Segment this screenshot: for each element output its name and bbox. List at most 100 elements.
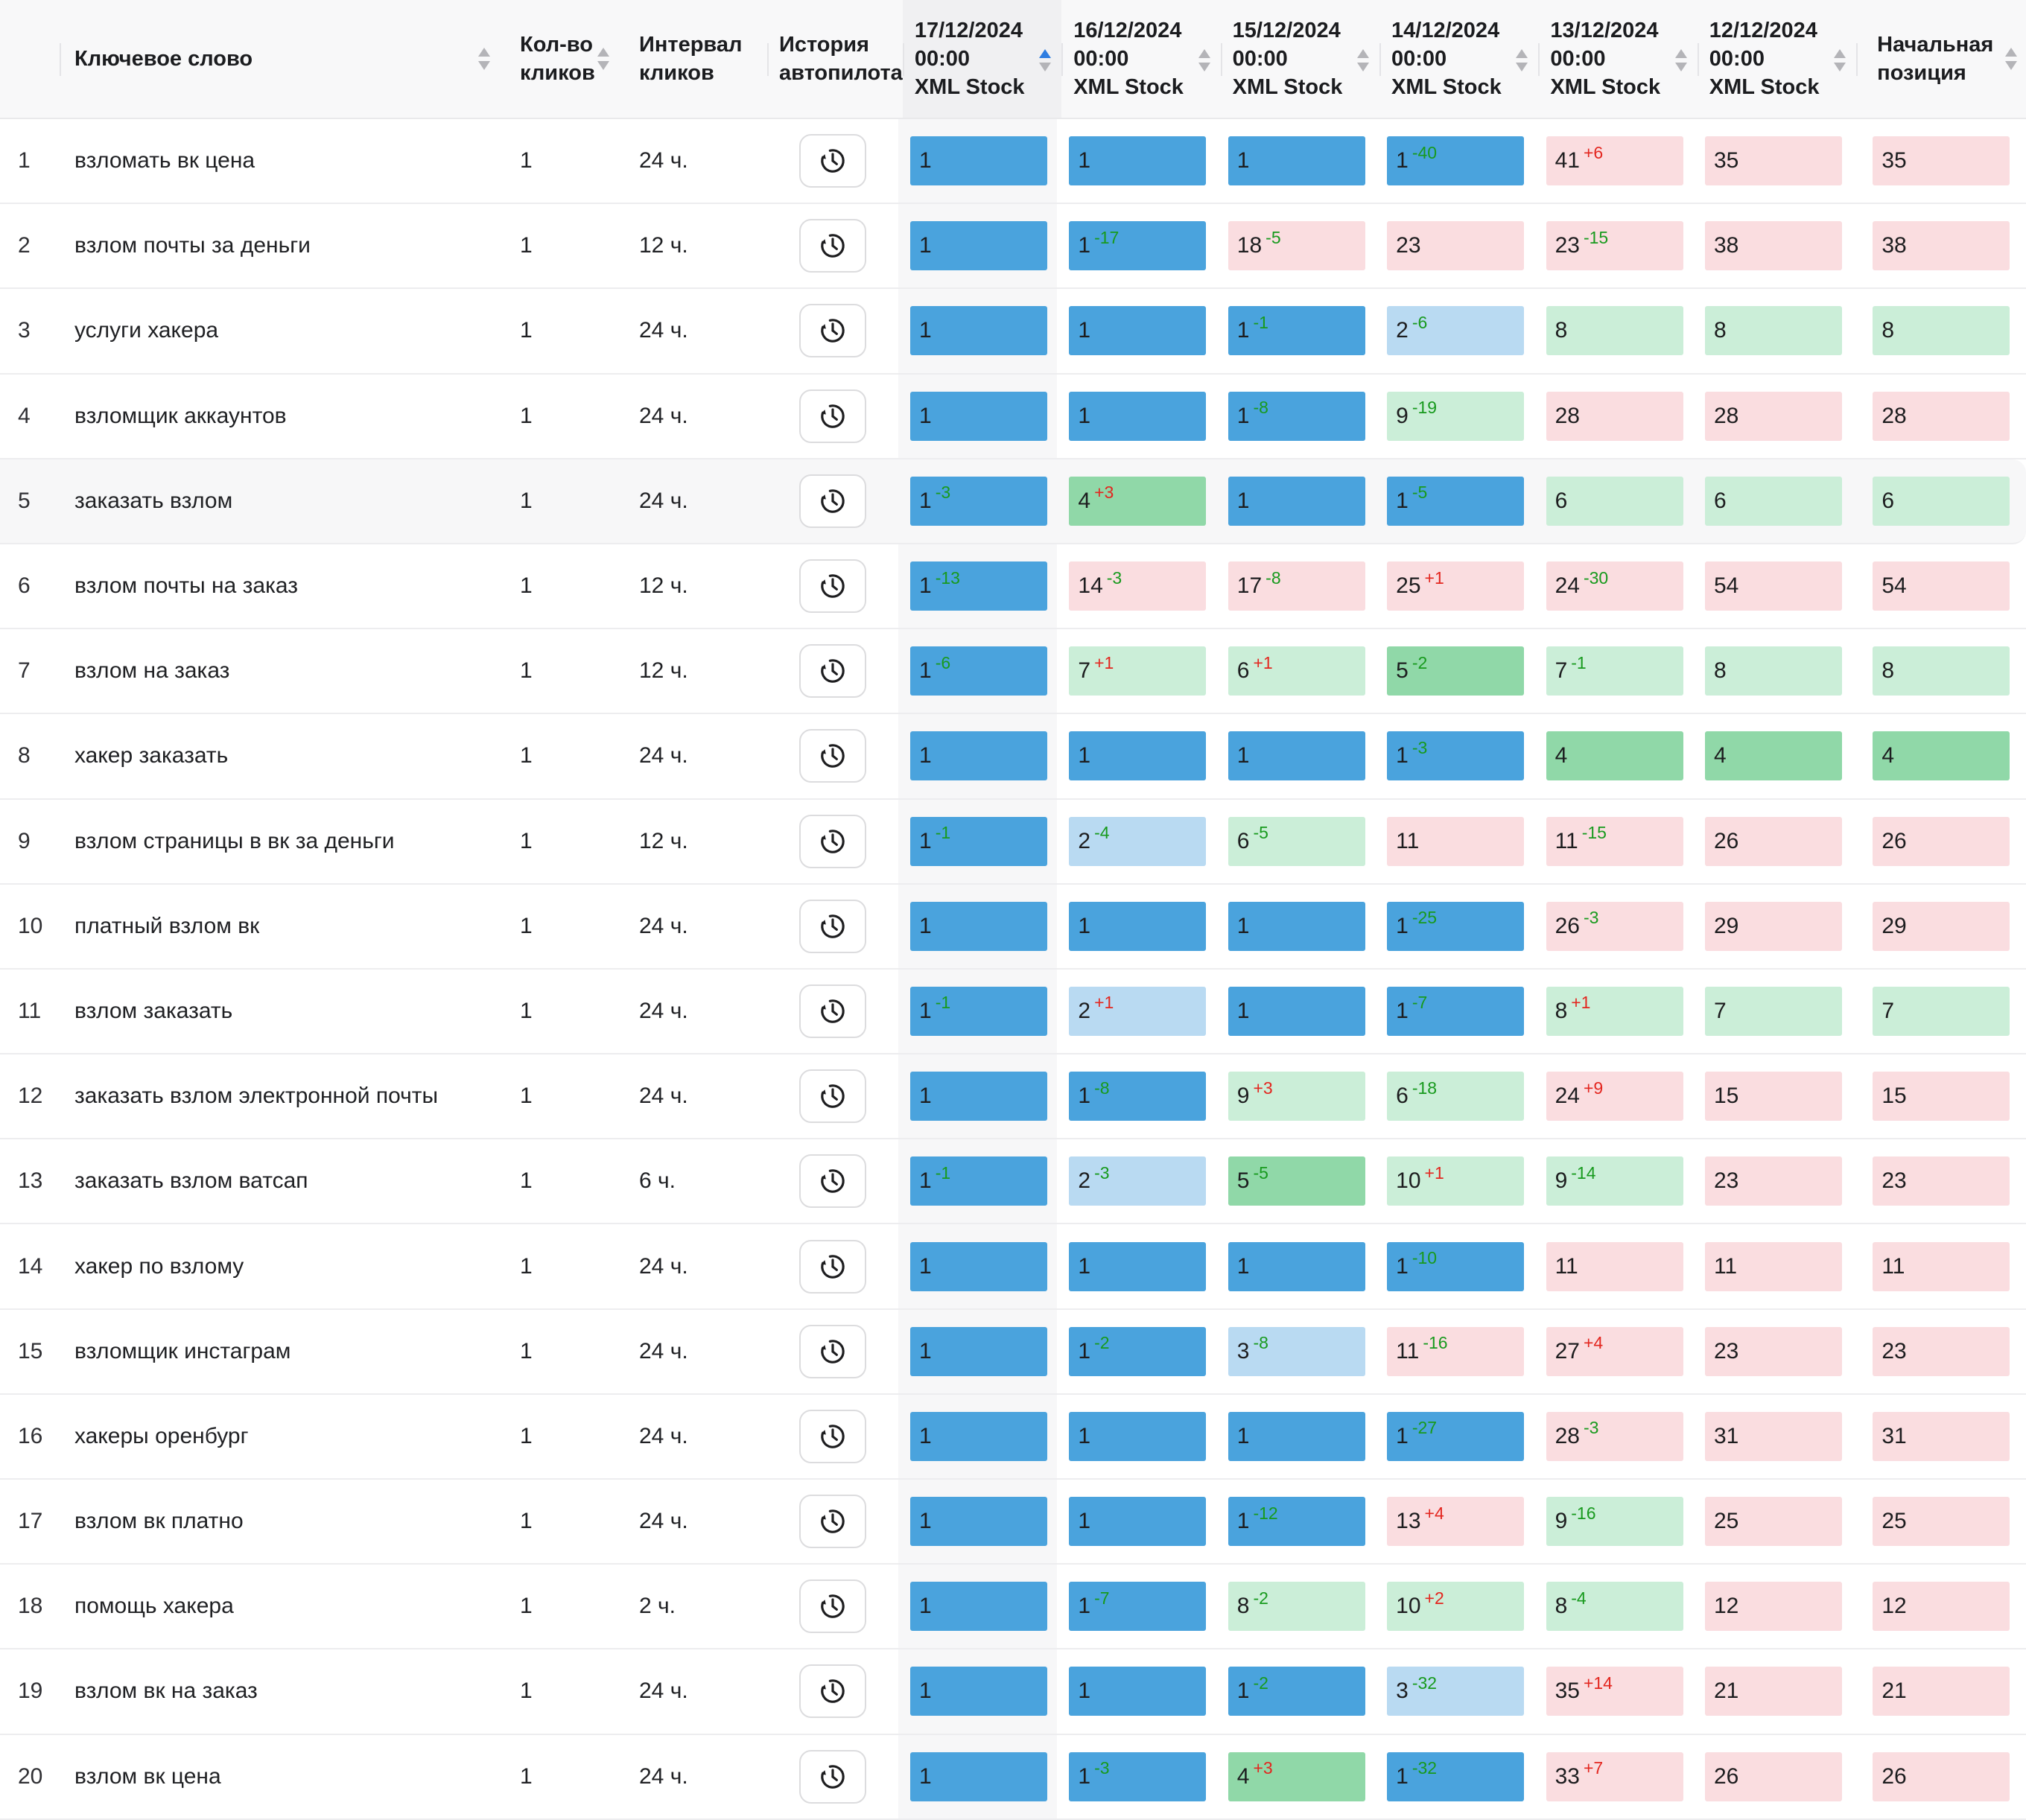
autopilot-history-button[interactable]: [799, 1664, 866, 1719]
clock-history-icon: [821, 829, 845, 853]
position-bar: 1 -3: [1387, 731, 1525, 781]
autopilot-history-button[interactable]: [799, 1154, 866, 1209]
table-row[interactable]: 14 хакер по взлому 1 24 ч. 1 1 1 1 -10 11 11 11: [0, 1224, 2026, 1310]
header-date-column[interactable]: 15/12/2024 00:00 XML Stock: [1220, 0, 1379, 118]
clock-history-icon: [821, 149, 845, 173]
clicks-cell: 1: [520, 828, 533, 853]
keyword-cell: взлом заказать: [74, 998, 233, 1023]
position-value: 1: [1236, 148, 1250, 174]
position-value: 8: [1555, 998, 1568, 1023]
sort-icon[interactable]: [1674, 49, 1687, 71]
clicks-cell: 1: [520, 1253, 533, 1279]
table-row[interactable]: 13 заказать взлом ватсап 1 6 ч. 1 -1 2 -3 5 -5 10 +…: [0, 1139, 2026, 1225]
position-bar: 8 -2: [1228, 1582, 1365, 1632]
table-row[interactable]: 11 взлом заказать 1 24 ч. 1 -1 2 +1 1 1 -7 8 +1 7 7: [0, 969, 2026, 1055]
autopilot-history-button[interactable]: [799, 729, 866, 783]
position-value: 54: [1881, 573, 1907, 599]
sort-icon[interactable]: [1357, 49, 1369, 71]
position-cell: 26: [1852, 800, 2026, 883]
table-row[interactable]: 4 взломщик аккаунтов 1 24 ч. 1 1 1 -8 9 -19 28 28 28: [0, 374, 2026, 459]
position-bar: 28: [1704, 391, 1842, 441]
position-value: 8: [1236, 1594, 1250, 1619]
table-row[interactable]: 18 помощь хакера 1 2 ч. 1 1 -7 8 -2 10 +2 8 -4 12 12: [0, 1565, 2026, 1650]
position-bar: 21: [1873, 1667, 2010, 1716]
position-value: 1: [1236, 488, 1250, 513]
table-row[interactable]: 16 хакеры оренбург 1 24 ч. 1 1 1 1 -27 28 -3 31 31: [0, 1394, 2026, 1480]
sort-icon[interactable]: [1834, 49, 1846, 71]
table-row[interactable]: 10 платный взлом вк 1 24 ч. 1 1 1 1 -25 26 -3 29 29: [0, 884, 2026, 970]
position-bar: 29: [1704, 901, 1842, 951]
header-initial-position-column[interactable]: Начальная позиция: [1856, 0, 2026, 118]
header-date-column[interactable]: 17/12/2024 00:00 XML Stock: [902, 0, 1062, 118]
position-bar: 2 +1: [1069, 986, 1207, 1036]
autopilot-history-button[interactable]: [799, 134, 866, 188]
sort-icon[interactable]: [1198, 49, 1210, 71]
keyword-cell: помощь хакера: [74, 1594, 234, 1619]
table-row[interactable]: 6 взлом почты на заказ 1 12 ч. 1 -13 14 -3 17 -8 2…: [0, 544, 2026, 630]
position-delta: +1: [1424, 1162, 1444, 1183]
position-cell: 8: [1693, 289, 1852, 372]
sort-icon[interactable]: [1516, 49, 1528, 71]
autopilot-history-button[interactable]: [799, 1409, 866, 1463]
table-row[interactable]: 5 заказать взлом 1 24 ч. 1 -3 4 +3 1 1 -5 6 6 6: [0, 459, 2026, 544]
sort-icon[interactable]: [2005, 48, 2017, 70]
autopilot-history-button[interactable]: [799, 899, 866, 953]
table-row[interactable]: 7 взлом на заказ 1 12 ч. 1 -6 7 +1 6 +1 5 -2 7 -1 8 8: [0, 629, 2026, 715]
position-delta: -15: [1583, 227, 1609, 247]
autopilot-history-button[interactable]: [799, 1239, 866, 1294]
autopilot-history-button[interactable]: [799, 1495, 866, 1549]
sort-icon[interactable]: [1039, 49, 1052, 71]
header-keyword-column[interactable]: Ключевое слово: [60, 0, 499, 118]
autopilot-history-button[interactable]: [799, 814, 866, 868]
header-date-column[interactable]: 13/12/2024 00:00 XML Stock: [1538, 0, 1697, 118]
autopilot-history-button[interactable]: [799, 1579, 866, 1634]
position-delta: +1: [1094, 652, 1114, 672]
position-cell: 1 -8: [1216, 375, 1375, 458]
table-row[interactable]: 1 взломать вк цена 1 24 ч. 1 1 1 1 -40 41 +6 35 35: [0, 119, 2026, 205]
position-bar: 7: [1873, 986, 2010, 1036]
position-cell: 18 -5: [1216, 204, 1375, 287]
position-bar: 5 -2: [1387, 646, 1525, 696]
autopilot-history-button[interactable]: [799, 559, 866, 614]
position-value: 2: [1396, 318, 1409, 343]
position-delta: -27: [1411, 1418, 1438, 1438]
position-delta: +1: [1571, 993, 1591, 1013]
autopilot-history-button[interactable]: [799, 644, 866, 699]
position-cell: 28 -3: [1534, 1395, 1693, 1478]
header-clicks-column[interactable]: Кол-во кликов: [499, 0, 618, 118]
header-date-column[interactable]: 14/12/2024 00:00 XML Stock: [1379, 0, 1538, 118]
sort-icon[interactable]: [478, 48, 490, 70]
position-bar: 23: [1704, 1156, 1842, 1206]
table-row[interactable]: 3 услуги хакера 1 24 ч. 1 1 1 -1 2 -6 8 8 8: [0, 289, 2026, 375]
source-label: XML Stock: [914, 75, 1025, 99]
position-bar: 12: [1873, 1582, 2010, 1632]
autopilot-history-button[interactable]: [799, 1069, 866, 1124]
header-date-column[interactable]: 12/12/2024 00:00 XML Stock: [1697, 0, 1856, 118]
autopilot-history-button[interactable]: [799, 1749, 866, 1804]
position-value: 35: [1555, 1679, 1580, 1704]
table-row[interactable]: 12 заказать взлом электронной почты 1 24 ч.…: [0, 1054, 2026, 1140]
autopilot-history-button[interactable]: [799, 1324, 866, 1378]
autopilot-history-button[interactable]: [799, 219, 866, 273]
table-row[interactable]: 20 взлом вк цена 1 24 ч. 1 1 -3 4 +3 1 -32 33 +7 26 26: [0, 1734, 2026, 1820]
position-bar: 1 -13: [910, 561, 1047, 611]
autopilot-history-button[interactable]: [799, 304, 866, 358]
table-row[interactable]: 9 взлом страницы в вк за деньги 1 12 ч. 1 -1 2…: [0, 799, 2026, 885]
table-row[interactable]: 17 взлом вк платно 1 24 ч. 1 1 1 -12 13 +4 9 -16 25 2…: [0, 1480, 2026, 1565]
clock-history-icon: [821, 234, 845, 258]
header-date-column[interactable]: 16/12/2024 00:00 XML Stock: [1061, 0, 1220, 118]
autopilot-history-button[interactable]: [799, 474, 866, 528]
position-value: 29: [1713, 913, 1739, 938]
table-row[interactable]: 8 хакер заказать 1 24 ч. 1 1 1 1 -3 4 4 4: [0, 714, 2026, 800]
keyword-cell: заказать взлом: [74, 488, 233, 513]
position-value: 1: [919, 403, 932, 428]
sort-icon[interactable]: [597, 48, 609, 70]
autopilot-history-button[interactable]: [799, 389, 866, 443]
row-number: 8: [18, 743, 31, 769]
autopilot-history-button[interactable]: [799, 984, 866, 1038]
position-cell: 24 -30: [1534, 544, 1693, 628]
table-row[interactable]: 15 взломщик инстаграм 1 24 ч. 1 1 -2 3 -8 11 -16 27…: [0, 1309, 2026, 1395]
position-cell: 4 +3: [1057, 459, 1216, 543]
table-row[interactable]: 19 взлом вк на заказ 1 24 ч. 1 1 1 -2 3 -32 35 +14 2…: [0, 1649, 2026, 1735]
table-row[interactable]: 2 взлом почты за деньги 1 12 ч. 1 1 -17 18 -5 23 2…: [0, 204, 2026, 290]
